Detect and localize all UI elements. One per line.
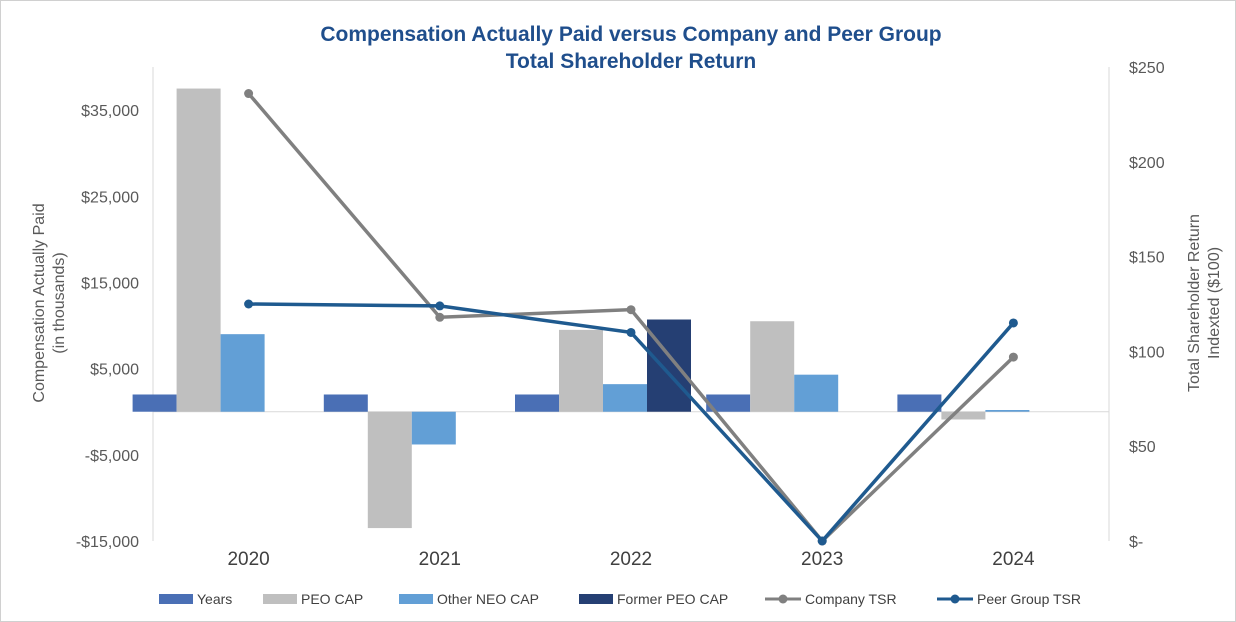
legend-company-tsr-marker [778, 594, 788, 604]
x-tick-label: 2022 [610, 549, 652, 570]
right-tick-label: $50 [1129, 439, 1156, 456]
right-tick-label: $200 [1129, 155, 1165, 172]
bar-other-neo-cap [220, 334, 265, 412]
legend-peer-group-tsr-label: Peer Group TSR [977, 591, 1081, 607]
right-tick-label: $150 [1129, 250, 1165, 267]
bar-years [897, 394, 942, 412]
right-axis-label-line1: Total Shareholder Return [1186, 214, 1203, 392]
legend-peer-group-tsr-marker [950, 594, 960, 604]
bar-other-neo-cap [603, 384, 647, 412]
legend-other-neo-cap-label: Other NEO CAP [437, 591, 539, 607]
x-tick-label: 2023 [801, 549, 843, 570]
point-company-tsr [1008, 352, 1018, 362]
chart-title: Compensation Actually Paid versus Compan… [320, 23, 941, 46]
chart-subtitle: Total Shareholder Return [506, 50, 756, 73]
left-tick-label: $5,000 [90, 362, 139, 379]
legend-peo-cap-label: PEO CAP [301, 591, 363, 607]
right-tick-label: $100 [1129, 344, 1165, 361]
left-axis-label-line1: Compensation Actually Paid [31, 203, 48, 402]
line-company-tsr [247, 92, 1015, 544]
point-peer-group-tsr [817, 536, 827, 546]
bar-peo-cap [750, 321, 795, 412]
left-tick-label: $25,000 [81, 189, 139, 206]
bar-peo-cap [941, 411, 986, 420]
left-tick-label: -$15,000 [76, 534, 139, 551]
legend-company-tsr-label: Company TSR [805, 591, 897, 607]
bar-other-neo-cap [794, 374, 839, 412]
point-company-tsr [244, 89, 254, 99]
bar-years [132, 394, 177, 412]
right-tick-label: $- [1129, 534, 1143, 551]
bar-peo-cap [367, 411, 412, 529]
legend: Years PEO CAP Other NEO CAP Former PEO CAP C… [159, 591, 1081, 607]
legend-years-swatch [159, 594, 193, 604]
point-peer-group-tsr [435, 301, 445, 311]
left-tick-label: $35,000 [81, 103, 139, 120]
line-peer-group-tsr [248, 302, 1015, 544]
x-tick-label: 2020 [227, 549, 269, 570]
bar-other-neo-cap [411, 411, 456, 445]
x-tick-label: 2021 [419, 549, 461, 570]
bar-peo-cap [176, 88, 221, 412]
bar-years [323, 394, 368, 412]
point-company-tsr [626, 305, 636, 315]
bar-years [515, 394, 559, 412]
legend-former-peo-cap-swatch [579, 594, 613, 604]
bar-other-neo-cap [985, 410, 1030, 412]
point-peer-group-tsr [244, 299, 254, 309]
point-peer-group-tsr [626, 327, 636, 337]
axes: -$15,000 -$5,000 $5,000 $15,000 $25,000 $35,0… [76, 60, 1165, 570]
left-tick-label: $15,000 [81, 275, 139, 292]
legend-peo-cap-swatch [263, 594, 297, 604]
legend-former-peo-cap-label: Former PEO CAP [617, 591, 728, 607]
tsr-lines [244, 89, 1018, 546]
point-company-tsr [435, 312, 445, 322]
bar-years [706, 394, 751, 412]
legend-years-label: Years [197, 591, 232, 607]
legend-other-neo-cap-swatch [399, 594, 433, 604]
left-tick-label: -$5,000 [85, 448, 139, 465]
point-peer-group-tsr [1008, 318, 1018, 328]
bar-peo-cap [559, 329, 603, 412]
bars [132, 88, 1030, 529]
left-axis-label-line2: (in thousands) [51, 252, 68, 353]
x-tick-label: 2024 [992, 549, 1035, 570]
right-tick-label: $250 [1129, 60, 1165, 77]
right-axis-label-line2: Indexted ($100) [1206, 247, 1223, 359]
bar-former-peo-cap [647, 319, 691, 412]
